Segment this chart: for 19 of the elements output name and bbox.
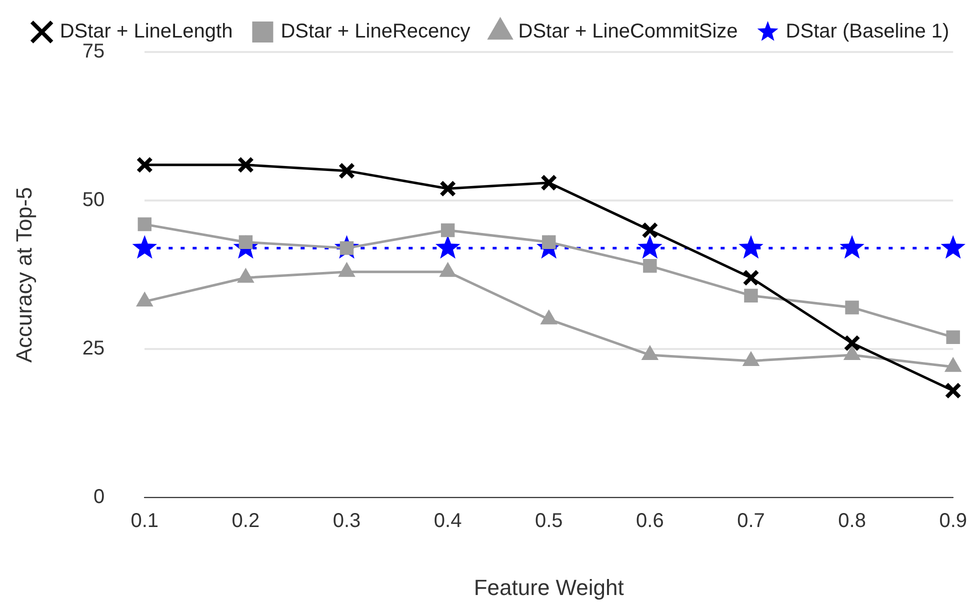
- y-tick-label: 25: [82, 338, 105, 360]
- y-axis-title: Accuracy at Top-5: [11, 186, 36, 363]
- x-tick-label: 0.8: [838, 510, 866, 532]
- legend-label: DStar + LineCommitSize: [518, 20, 738, 43]
- x-tick-label: 0.4: [434, 510, 462, 532]
- x-tick-label: 0.5: [534, 510, 563, 532]
- x-tick-label: 0.2: [232, 510, 260, 532]
- x-tick-label: 0.1: [130, 510, 159, 532]
- x-axis-title: Feature Weight: [474, 574, 624, 600]
- x-tick-label: 0.3: [332, 510, 361, 532]
- y-tick-label: 75: [82, 40, 105, 63]
- legend-label: DStar (Baseline 1): [786, 20, 950, 43]
- y-tick-label: 0: [94, 486, 105, 508]
- y-tick-label: 50: [82, 189, 105, 212]
- legend-label: DStar + LineRecency: [280, 20, 470, 43]
- x-tick-label: 0.6: [636, 510, 664, 532]
- legend-label: DStar + LineLength: [60, 20, 233, 43]
- x-tick-label: 0.9: [939, 510, 968, 532]
- x-tick-label: 0.7: [737, 510, 765, 532]
